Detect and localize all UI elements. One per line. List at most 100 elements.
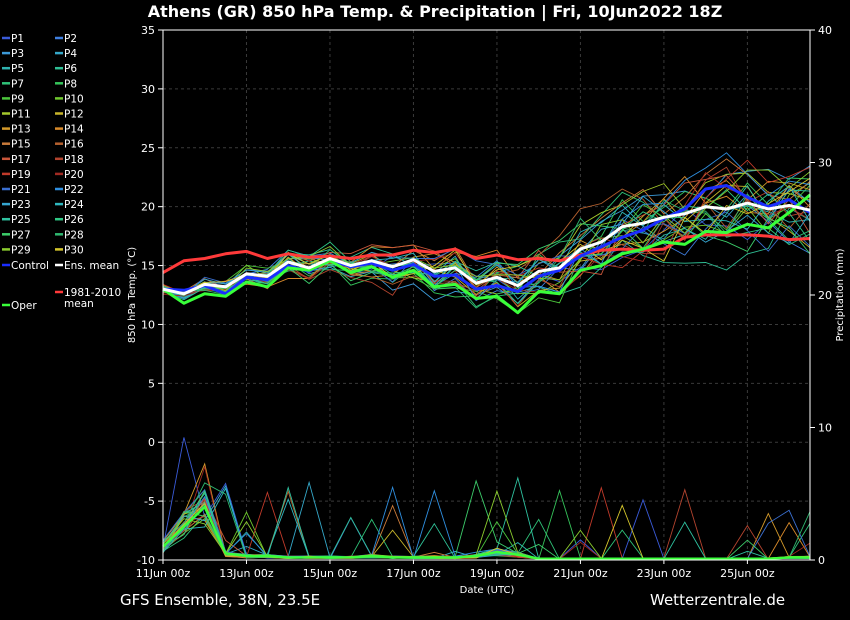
legend-label: P27 xyxy=(11,229,31,241)
x-tick-label: 23Jun 00z xyxy=(637,567,692,580)
legend-label-line: P10 xyxy=(64,93,84,105)
legend-label-line: P24 xyxy=(64,199,84,211)
legend-label: P29 xyxy=(11,244,31,256)
legend-label: Control xyxy=(11,260,49,272)
legend-label: P15 xyxy=(11,139,31,151)
legend-label: P14 xyxy=(64,124,84,136)
y-tick-label: 20 xyxy=(141,201,155,214)
legend-label: P6 xyxy=(64,63,77,75)
footer-source-right: Wetterzentrale.de xyxy=(650,591,785,609)
legend-label-line: P2 xyxy=(64,33,77,45)
legend-label: P18 xyxy=(64,154,84,166)
legend-label: P8 xyxy=(64,78,77,90)
y2-axis-label: Precipitation (mm) xyxy=(835,248,846,341)
x-axis-label: Date (UTC) xyxy=(460,585,515,596)
legend-label: P16 xyxy=(64,139,84,151)
legend-label: P10 xyxy=(64,93,84,105)
series-line-oper xyxy=(162,193,811,315)
legend-label-line: P5 xyxy=(11,63,24,75)
legend-label-line: P12 xyxy=(64,109,84,121)
legend-label: P11 xyxy=(11,109,31,121)
legend-label-line: P20 xyxy=(64,169,84,181)
legend-label: P22 xyxy=(64,184,84,196)
x-tick-label: 21Jun 00z xyxy=(553,567,608,580)
y2-tick-label: 20 xyxy=(818,289,832,302)
legend-label-line: P17 xyxy=(11,154,31,166)
legend-label: P1 xyxy=(11,33,24,45)
legend-label-line: P22 xyxy=(64,184,84,196)
y-tick-label: -5 xyxy=(144,495,155,508)
legend: P1 P2 P3 P4 P5 P6 P7 P8 P9 P10 P11 P12 P13 P14 P15 P16 P… xyxy=(2,33,121,312)
legend-label: P26 xyxy=(64,214,84,226)
y-axis-left: 35 30 25 20 15 10 5 0 -5 -10 xyxy=(137,24,163,567)
legend-label: P24 xyxy=(64,199,84,211)
legend-label-line: P21 xyxy=(11,184,31,196)
precipitation-members xyxy=(162,437,811,560)
legend-label: P28 xyxy=(64,229,84,241)
precip-line-p25 xyxy=(162,476,811,560)
y-tick-label: 5 xyxy=(148,377,155,390)
y-axis-right: 40 30 20 10 0 xyxy=(810,24,832,567)
legend-label-line: P13 xyxy=(11,124,31,136)
y-tick-label: 0 xyxy=(148,436,155,449)
legend-label: P17 xyxy=(11,154,31,166)
y-tick-label: 15 xyxy=(141,260,155,273)
y-tick-label: 10 xyxy=(141,318,155,331)
legend-label: Ens. mean xyxy=(64,260,119,272)
x-tick-label: 15Jun 00z xyxy=(303,567,358,580)
member-line-p29 xyxy=(162,169,811,296)
y-tick-label: -10 xyxy=(137,554,155,567)
x-tick-label: 17Jun 00z xyxy=(386,567,441,580)
legend-label-line: P16 xyxy=(64,139,84,151)
legend-label-line: 1981-2010 xyxy=(64,287,121,299)
legend-label: P4 xyxy=(64,48,77,60)
series-line-ens-mean xyxy=(162,201,811,296)
legend-label-line: P27 xyxy=(11,229,31,241)
legend-label: P30 xyxy=(64,244,84,256)
legend-label: 1981-2010 mean xyxy=(64,287,121,310)
legend-label: P25 xyxy=(11,214,31,226)
series-line-control xyxy=(162,184,811,296)
legend-label: P19 xyxy=(11,169,31,181)
legend-label-line: P6 xyxy=(64,63,77,75)
legend-label: P13 xyxy=(11,124,31,136)
legend-label-line: mean xyxy=(64,298,94,310)
precip-line-p20 xyxy=(162,465,811,560)
y-tick-label: 25 xyxy=(141,142,155,155)
x-tick-label: 19Jun 00z xyxy=(470,567,525,580)
y-tick-label: 30 xyxy=(141,83,155,96)
legend-label-line: P11 xyxy=(11,109,31,121)
footer-source-left: GFS Ensemble, 38N, 23.5E xyxy=(120,591,320,609)
legend-label: P3 xyxy=(11,48,24,60)
legend-label-line: Control xyxy=(11,260,49,272)
x-tick-label: 11Jun 00z xyxy=(136,567,191,580)
legend-label-line: P3 xyxy=(11,48,24,60)
legend-label-line: P9 xyxy=(11,93,24,105)
y2-tick-label: 40 xyxy=(818,24,832,37)
legend-label-line: P18 xyxy=(64,154,84,166)
y-tick-label: 35 xyxy=(141,24,155,37)
legend-label-line: P29 xyxy=(11,244,31,256)
legend-label: P7 xyxy=(11,78,24,90)
member-line-p6 xyxy=(162,207,811,297)
legend-label-line: Ens. mean xyxy=(64,260,119,272)
legend-label: P5 xyxy=(11,63,24,75)
x-tick-label: 25Jun 00z xyxy=(720,567,775,580)
legend-label: P21 xyxy=(11,184,31,196)
y2-tick-label: 0 xyxy=(818,554,825,567)
x-tick-label: 13Jun 00z xyxy=(219,567,274,580)
legend-label-line: P14 xyxy=(64,124,84,136)
legend-label-line: P15 xyxy=(11,139,31,151)
y-axis-label: 850 hPa Temp. (°C) xyxy=(127,247,138,343)
legend-label-line: P28 xyxy=(64,229,84,241)
legend-label-line: P25 xyxy=(11,214,31,226)
y2-tick-label: 30 xyxy=(818,157,832,170)
x-axis: 11Jun 00z 13Jun 00z 15Jun 00z 17Jun 00z 19Ju… xyxy=(136,560,775,580)
legend-label: P20 xyxy=(64,169,84,181)
legend-label: P9 xyxy=(11,93,24,105)
legend-label: Oper xyxy=(11,300,37,312)
legend-label-line: P23 xyxy=(11,199,31,211)
legend-label-line: P8 xyxy=(64,78,77,90)
y2-tick-label: 10 xyxy=(818,422,832,435)
